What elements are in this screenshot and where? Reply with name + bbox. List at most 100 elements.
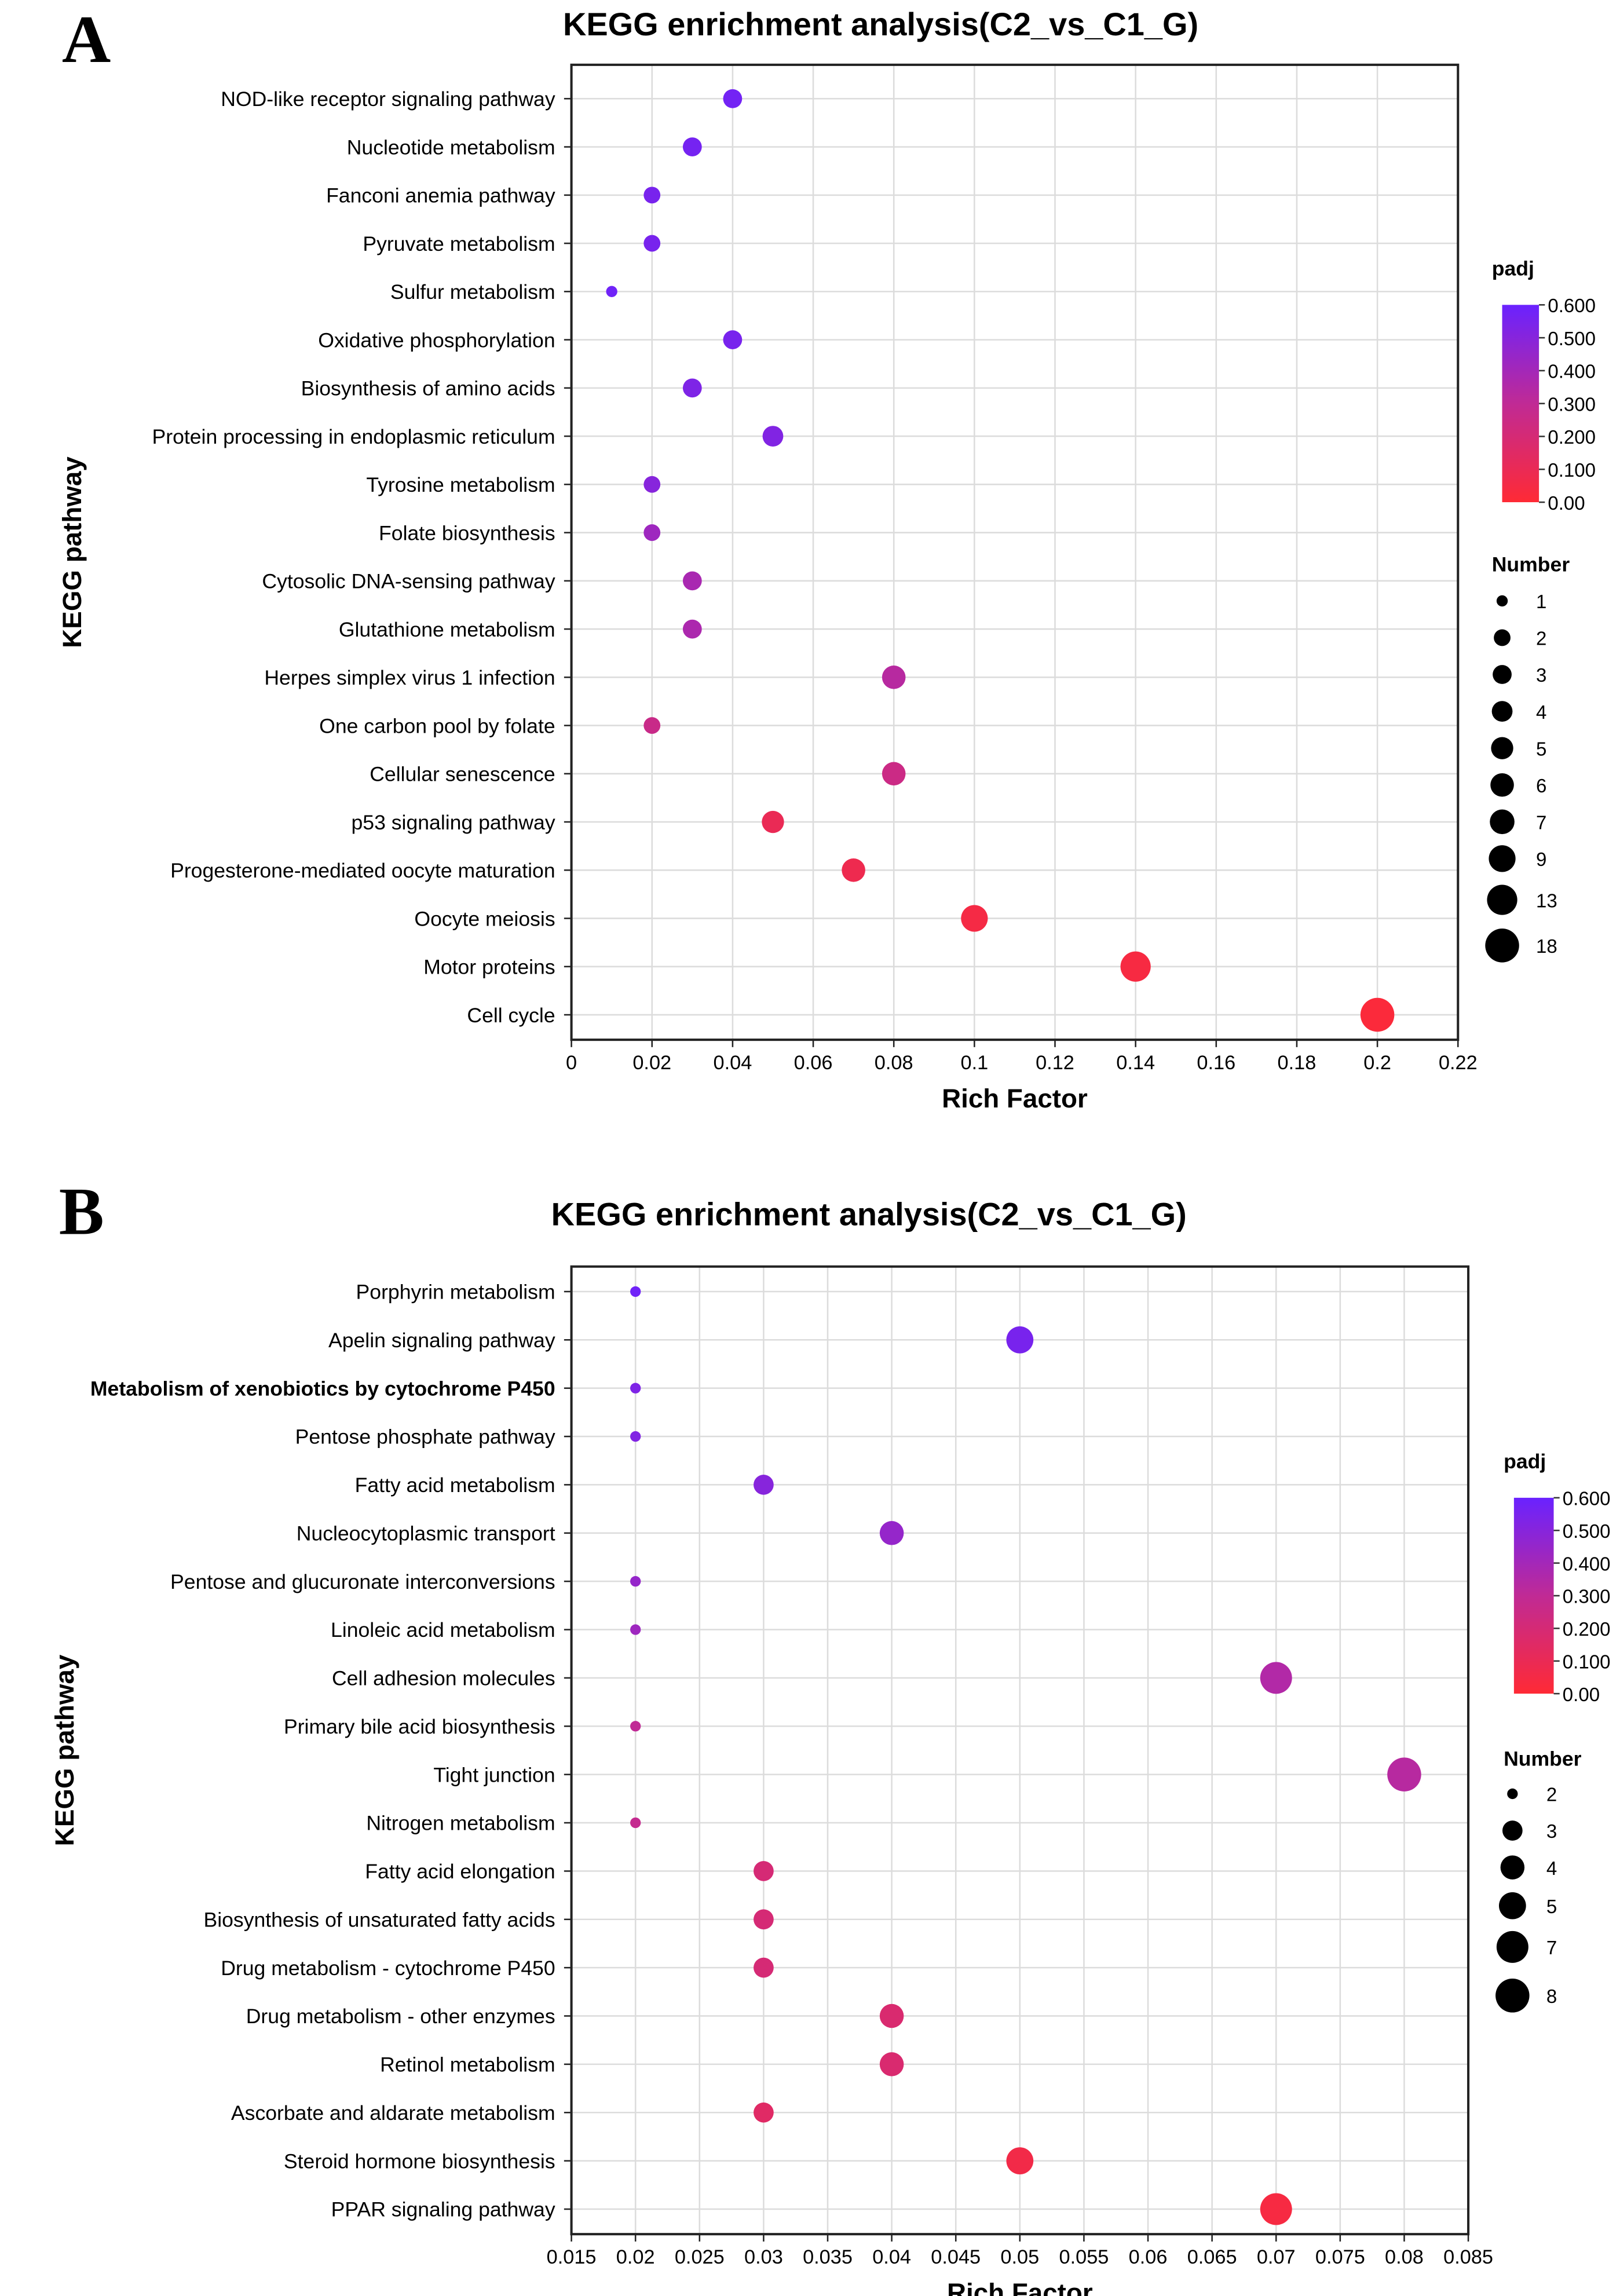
size-legend-label: 8 xyxy=(1546,1986,1557,2008)
y-axis-title: KEGG pathway xyxy=(50,1654,79,1846)
x-tick-label: 0.04 xyxy=(872,2246,911,2268)
pathway-label: Steroid hormone biosynthesis xyxy=(284,2149,555,2173)
colorbar-label: 0.500 xyxy=(1548,328,1596,350)
pathway-label: Drug metabolism - cytochrome P450 xyxy=(221,1957,555,1980)
colorbar-label: 0.400 xyxy=(1548,361,1596,383)
pathway-label: Progesterone-mediated oocyte maturation xyxy=(170,859,555,882)
pathway-label: Nucleocytoplasmic transport xyxy=(297,1522,555,1545)
size-legend-label: 5 xyxy=(1536,738,1546,760)
x-tick-label: 0.02 xyxy=(616,2246,655,2268)
plot-frame xyxy=(570,63,1460,1041)
data-point xyxy=(682,619,702,639)
size-legend-dot xyxy=(1490,773,1514,797)
size-legend-label: 3 xyxy=(1546,1821,1557,1842)
data-point xyxy=(1360,997,1395,1032)
x-tick-label: 0.065 xyxy=(1187,2246,1237,2268)
pathway-label: Primary bile acid biosynthesis xyxy=(284,1715,555,1738)
pathway-label: Fanconi anemia pathway xyxy=(326,184,555,207)
x-tick-label: 0.16 xyxy=(1197,1052,1235,1074)
padj-legend-title: padj xyxy=(1492,257,1534,280)
size-legend-label: 4 xyxy=(1546,1858,1557,1880)
size-legend-label: 1 xyxy=(1536,591,1546,613)
size-legend-label: 18 xyxy=(1536,936,1557,957)
pathway-label: Pentose phosphate pathway xyxy=(295,1425,555,1449)
x-tick-label: 0.03 xyxy=(744,2246,783,2268)
data-point xyxy=(1260,2193,1292,2225)
x-tick-label: 0.085 xyxy=(1443,2246,1493,2268)
x-tick-label: 0.07 xyxy=(1257,2246,1296,2268)
data-point xyxy=(723,89,743,108)
size-legend-label: 5 xyxy=(1546,1896,1557,1918)
pathway-label: One carbon pool by folate xyxy=(319,714,555,737)
pathway-label: Pentose and glucuronate interconversions xyxy=(170,1570,555,1593)
size-legend-dot xyxy=(1507,1788,1518,1800)
data-point xyxy=(630,1624,641,1635)
data-point xyxy=(606,286,617,298)
pathway-label: Biosynthesis of unsaturated fatty acids xyxy=(203,1908,555,1931)
colorbar-label: 0.200 xyxy=(1548,427,1596,448)
pathway-label: Glutathione metabolism xyxy=(339,618,555,641)
data-point xyxy=(630,1383,641,1394)
colorbar-label: 0.300 xyxy=(1548,394,1596,415)
data-point xyxy=(643,235,661,252)
data-point xyxy=(754,1861,774,1881)
x-tick-label: 0.08 xyxy=(875,1052,913,1074)
padj-legend-title: padj xyxy=(1504,1450,1546,1473)
pathway-label: Drug metabolism - other enzymes xyxy=(246,2005,555,2028)
colorbar-label: 0.400 xyxy=(1563,1553,1611,1575)
pathway-label: Oocyte meiosis xyxy=(414,907,555,930)
data-point xyxy=(630,1286,641,1297)
x-tick-label: 0.04 xyxy=(713,1052,752,1074)
data-point xyxy=(882,666,906,689)
data-point xyxy=(630,1817,641,1829)
pathway-label: Metabolism of xenobiotics by cytochrome … xyxy=(90,1377,555,1400)
colorbar-label: 0.500 xyxy=(1563,1521,1611,1542)
colorbar-label: 0.600 xyxy=(1563,1489,1611,1510)
data-point xyxy=(643,476,661,493)
x-tick-label: 0.1 xyxy=(961,1052,989,1074)
size-legend-dot xyxy=(1496,595,1508,607)
pathway-label: Nucleotide metabolism xyxy=(347,136,555,159)
x-tick-label: 0.055 xyxy=(1059,2246,1109,2268)
x-tick-label: 0.025 xyxy=(675,2246,725,2268)
size-legend-dot xyxy=(1495,1979,1530,2013)
data-point xyxy=(882,762,906,786)
pathway-label: Pyruvate metabolism xyxy=(363,232,555,255)
colorbar-label: 0.100 xyxy=(1563,1651,1611,1673)
x-tick-label: 0.015 xyxy=(547,2246,597,2268)
size-legend-label: 7 xyxy=(1536,813,1546,834)
x-tick-label: 0.035 xyxy=(803,2246,853,2268)
data-point xyxy=(630,1575,641,1587)
colorbar-label: 0.200 xyxy=(1563,1619,1611,1640)
pathway-label: NOD-like receptor signaling pathway xyxy=(221,87,555,111)
panel-b: B KEGG enrichment analysis(C2_vs_C1_G) 0.0… xyxy=(50,1175,1610,2296)
pathway-label: Folate biosynthesis xyxy=(379,521,555,544)
data-point xyxy=(879,2052,904,2076)
data-point xyxy=(754,1475,774,1495)
pathway-label: Tight junction xyxy=(433,1763,555,1786)
data-point xyxy=(879,2003,904,2028)
chart-title: KEGG enrichment analysis(C2_vs_C1_G) xyxy=(563,6,1198,42)
pathway-label: Ascorbate and aldarate metabolism xyxy=(231,2101,555,2125)
data-point xyxy=(879,1521,904,1545)
size-legend-dot xyxy=(1491,701,1513,722)
size-legend-dot xyxy=(1496,1931,1528,1963)
x-tick-label: 0.06 xyxy=(794,1052,833,1074)
size-legend-label: 6 xyxy=(1536,776,1546,797)
pathway-label: Sulfur metabolism xyxy=(390,280,555,304)
panel-label: A xyxy=(62,2,111,77)
data-point xyxy=(754,1909,774,1930)
pathway-label: Protein processing in endoplasmic reticu… xyxy=(152,425,555,448)
colorbar-label: 0.100 xyxy=(1548,460,1596,481)
data-point xyxy=(723,330,743,349)
padj-colorbar xyxy=(1513,1497,1554,1694)
number-legend-title: Number xyxy=(1492,553,1570,576)
x-tick-label: 0.22 xyxy=(1439,1052,1478,1074)
pathway-label: Herpes simplex virus 1 infection xyxy=(264,666,555,689)
data-point xyxy=(630,1721,641,1732)
size-legend-label: 2 xyxy=(1536,628,1546,650)
data-point xyxy=(1006,1326,1034,1354)
number-legend-title: Number xyxy=(1504,1747,1582,1771)
panel-label: B xyxy=(59,1175,104,1249)
